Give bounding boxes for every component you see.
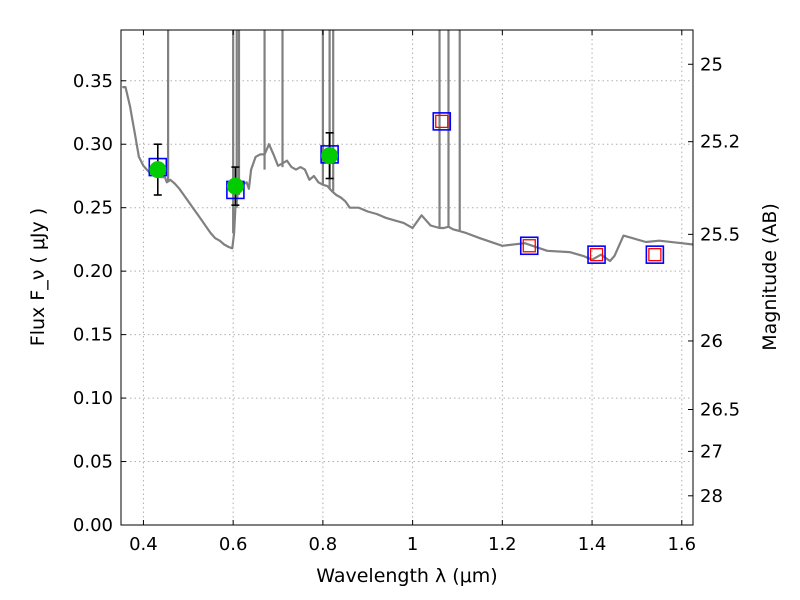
- x-tick-label: 1.2: [488, 534, 517, 555]
- x-tick-label: 0.4: [129, 534, 158, 555]
- right-axis-title: Magnitude (AB): [759, 203, 781, 351]
- model-band-square: [432, 112, 452, 131]
- observed-flux-point: [226, 177, 244, 195]
- fit-band-square: [589, 248, 604, 262]
- right-tick-label: 27: [700, 441, 723, 462]
- plot-area: [121, 30, 693, 525]
- right-axis-ticks: 25 25.2 25.5 26 26.5 27 28: [688, 54, 740, 507]
- right-tick-label: 25: [700, 54, 723, 75]
- model-spectrum: [122, 30, 693, 263]
- observed-flux-point: [321, 147, 339, 165]
- y-tick-label: 0.00: [73, 515, 113, 536]
- model-band-square: [587, 245, 606, 264]
- fit-band-square: [522, 239, 536, 253]
- y-tick-label: 0.35: [73, 71, 113, 92]
- right-tick-label: 25.2: [700, 132, 740, 153]
- grid: [121, 30, 693, 526]
- model-line: [122, 85, 693, 263]
- x-tick-label: 1: [407, 534, 418, 555]
- model-band-square: [645, 245, 665, 264]
- y-tick-label: 0.10: [73, 388, 113, 409]
- x-tick-label: 0.6: [219, 534, 248, 555]
- y-axis-ticks: 0.00 0.05 0.10 0.15 0.20 0.25 0.30 0.35: [73, 71, 126, 536]
- y-tick-label: 0.15: [73, 325, 113, 346]
- plot-frame: [120, 29, 694, 526]
- right-tick-label: 26.5: [700, 400, 740, 421]
- x-tick-label: 1.4: [578, 534, 607, 555]
- fit-band-square: [435, 114, 449, 129]
- right-tick-label: 26: [700, 331, 723, 352]
- y-tick-label: 0.05: [73, 452, 113, 473]
- photometry-markers: [148, 112, 665, 264]
- y-axis-title: Flux F_ν ( μJy ): [27, 208, 49, 346]
- x-tick-label: 1.6: [667, 534, 696, 555]
- y-tick-label: 0.30: [73, 134, 113, 155]
- right-tick-label: 25.5: [700, 224, 740, 245]
- x-axis-title: Wavelength λ (μm): [316, 565, 497, 587]
- x-tick-label: 0.8: [309, 534, 338, 555]
- x-axis-ticks: 0.4 0.6 0.8 1 1.2 1.4 1.6: [129, 30, 696, 555]
- y-tick-label: 0.25: [73, 198, 113, 219]
- model-band-square: [519, 236, 539, 256]
- fit-band-square: [648, 248, 662, 262]
- observed-flux-point: [149, 161, 167, 179]
- right-tick-label: 28: [700, 486, 723, 507]
- y-tick-label: 0.20: [73, 261, 113, 282]
